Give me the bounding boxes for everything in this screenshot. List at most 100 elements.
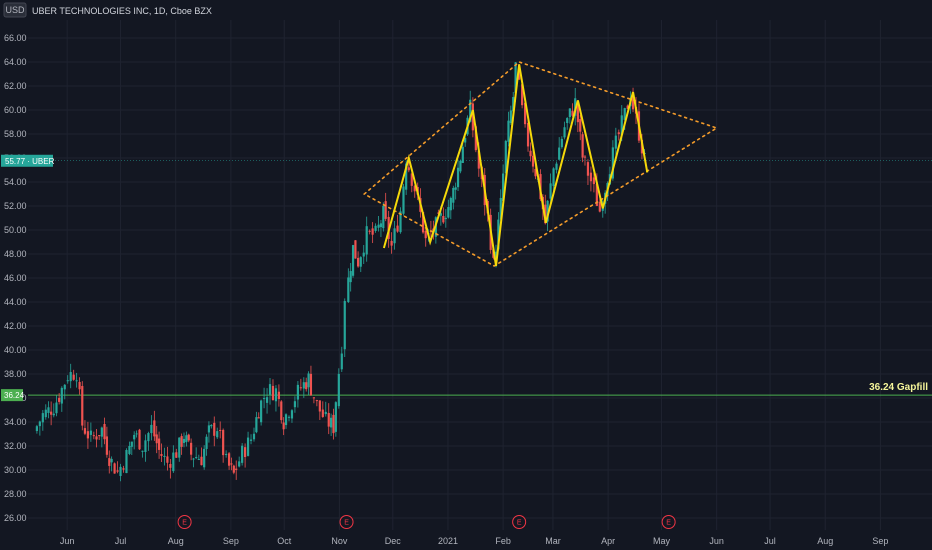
candle-body [296, 384, 299, 400]
gapfill-label: 36.24 Gapfill [869, 382, 928, 393]
earnings-marker-label: E [182, 520, 187, 527]
candle-body [35, 426, 38, 432]
candle-body [589, 172, 593, 182]
price-badge[interactable]: 55.77 · UBER [1, 154, 55, 167]
y-tick-label: 32.00 [4, 441, 27, 451]
y-tick-label: 38.00 [4, 369, 27, 379]
candle-body [225, 453, 228, 455]
candle-body [128, 446, 131, 454]
candle-body [238, 461, 241, 467]
y-tick-label: 26.00 [4, 513, 27, 523]
zigzag-line [382, 64, 649, 267]
candle-body [277, 391, 281, 399]
candle-body [230, 463, 233, 465]
x-tick-label: Apr [601, 536, 615, 546]
y-tick-label: 28.00 [4, 489, 27, 499]
x-tick-label: Dec [385, 536, 402, 546]
earnings-marker[interactable]: E [177, 515, 192, 529]
candle-body [405, 163, 408, 190]
candle-body [63, 384, 66, 390]
y-tick-label: 48.00 [4, 249, 27, 259]
candle-body [190, 442, 193, 455]
earnings-marker[interactable]: E [661, 515, 676, 529]
candle-body [558, 147, 561, 160]
candle-body [571, 110, 574, 116]
candle-body [469, 99, 472, 122]
candle-body [178, 437, 181, 458]
currency-badge[interactable]: USD [3, 2, 27, 18]
x-tick-label: Jul [115, 536, 127, 546]
price-badge-label: 55.77 · UBER [5, 157, 55, 166]
candle-body [95, 436, 98, 440]
candle-body [477, 150, 480, 169]
candle-body [287, 416, 291, 418]
candle-body [586, 162, 590, 176]
candle-body [299, 387, 302, 389]
candle-body [351, 245, 355, 276]
candle-body [187, 434, 190, 441]
candle-body [219, 429, 222, 431]
earnings-marker-label: E [344, 520, 349, 527]
candle-body [293, 401, 297, 408]
candle-body [474, 126, 477, 151]
candle-body [41, 413, 44, 423]
candle-body [327, 412, 330, 427]
candle-body [147, 433, 150, 442]
candle-body [235, 468, 238, 470]
candle-body [207, 425, 211, 433]
candle-body [379, 223, 383, 228]
candle-body [617, 132, 620, 135]
candle-body [262, 398, 266, 400]
candle-body [302, 382, 305, 389]
price-axis[interactable]: 26.0028.0030.0032.0034.0036.0038.0040.00… [4, 33, 27, 523]
candle-body [531, 155, 535, 167]
candle-body [260, 400, 263, 423]
y-tick-label: 58.00 [4, 129, 27, 139]
candle-body [595, 183, 598, 206]
x-tick-label: Nov [331, 536, 348, 546]
candle-body [568, 108, 571, 118]
candle-body [89, 430, 92, 435]
candle-body [514, 62, 517, 93]
candle-body [509, 110, 512, 124]
candle-body [421, 212, 425, 233]
candle-body [244, 447, 247, 458]
time-axis[interactable]: Jun Jul Aug Sep Oct Nov Dec 2021 Feb Mar Apr May Jun… [60, 536, 889, 546]
candle-body [368, 230, 371, 232]
candle-body [315, 400, 318, 402]
candle-body [144, 440, 147, 453]
candle-body [592, 177, 595, 185]
candle-body [452, 187, 455, 203]
candle-body [507, 120, 510, 142]
candle-body [75, 380, 78, 382]
candle-body [459, 160, 462, 172]
candle-body [631, 95, 635, 110]
earnings-marker[interactable]: E [339, 515, 354, 529]
zigzag-pattern[interactable] [382, 64, 649, 267]
candle-body [623, 108, 626, 120]
candle-body [371, 228, 374, 235]
earnings-marker-label: E [517, 520, 522, 527]
x-tick-label: Aug [168, 536, 184, 546]
candle-body [494, 251, 498, 260]
gapfill-badge[interactable]: 36.24 [1, 389, 25, 402]
candle-body [44, 409, 47, 418]
candle-body [449, 197, 452, 211]
candle-body [374, 225, 377, 231]
x-tick-label: Sep [223, 536, 239, 546]
candle-body [499, 197, 502, 220]
candle-body [216, 431, 219, 438]
earnings-marker[interactable]: E [512, 515, 527, 529]
candle-body [72, 374, 75, 380]
candle-body [78, 381, 81, 390]
candle-body [38, 421, 41, 427]
candle-body [377, 224, 380, 228]
candle-body [390, 240, 393, 246]
candle-body [205, 436, 208, 449]
candle-body [560, 138, 563, 148]
candle-body [357, 257, 360, 267]
x-tick-label: 2021 [438, 536, 458, 546]
